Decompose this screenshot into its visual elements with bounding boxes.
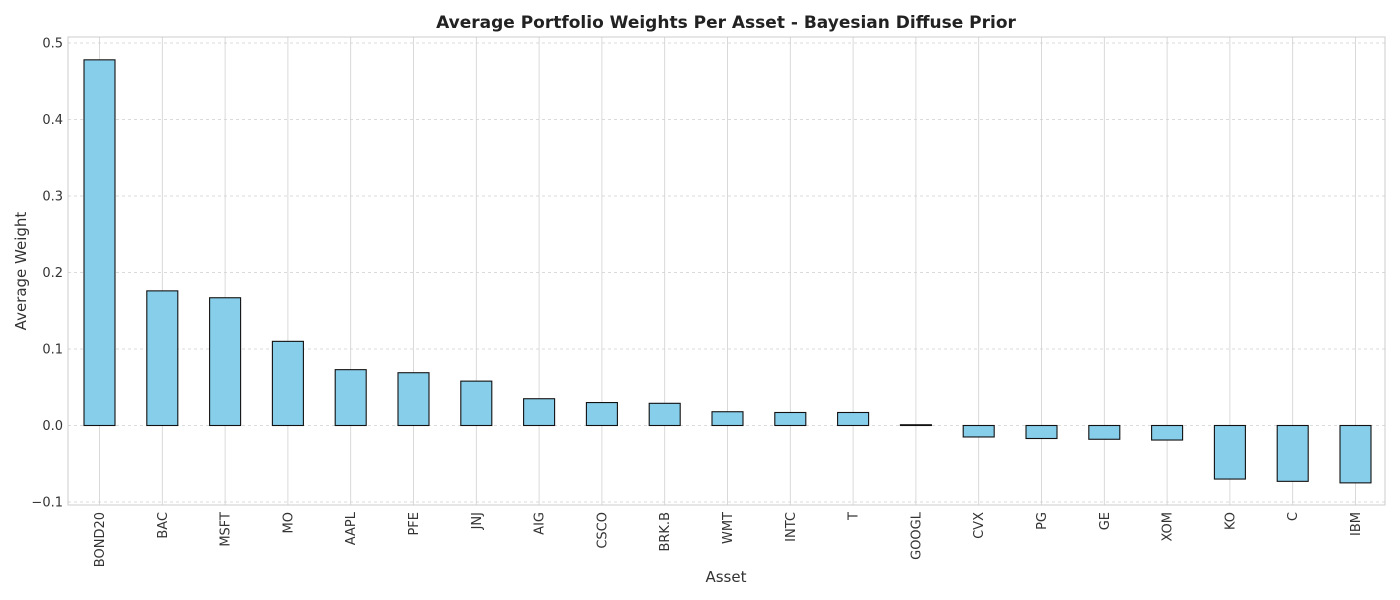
bar-pg — [1025, 424, 1058, 440]
x-tick-label: T — [847, 512, 862, 521]
bar-ibm — [1339, 424, 1372, 484]
bar-intc — [774, 411, 807, 427]
bar-wmt — [711, 411, 744, 427]
y-axis-ticks: −0.1 0.0 0.1 0.2 0.3 0.4 0.5 — [31, 37, 63, 511]
x-tick-label: AIG — [533, 512, 548, 535]
y-tick-label: 0.4 — [42, 113, 63, 128]
bar-t — [837, 411, 870, 427]
x-tick-label: MO — [281, 512, 296, 533]
bar-ko — [1213, 424, 1246, 480]
bar-c — [1276, 424, 1309, 482]
bar-googl — [899, 424, 932, 427]
x-tick-label: IBM — [1349, 512, 1364, 536]
x-tick-label: PFE — [407, 512, 422, 536]
x-tick-label: WMT — [721, 512, 736, 544]
x-tick-label: CSCO — [595, 512, 610, 549]
x-tick-label: XOM — [1161, 512, 1176, 542]
bar-aig — [523, 398, 556, 427]
bar-bond20 — [83, 59, 116, 427]
y-tick-label: 0.0 — [42, 419, 63, 434]
y-tick-label: −0.1 — [31, 496, 63, 511]
bars — [83, 59, 1372, 484]
bar-aapl — [334, 369, 367, 427]
x-axis-ticks: BOND20 BAC MSFT MO AAPL PFE JNJ AIG CSCO BRK.B WMT… — [93, 511, 1364, 567]
x-tick-label: MSFT — [219, 512, 234, 547]
bar-ge — [1088, 424, 1121, 440]
bar-bac — [146, 290, 179, 427]
x-tick-label: BAC — [156, 512, 171, 539]
x-tick-label: AAPL — [344, 511, 359, 545]
bar-xom — [1151, 424, 1184, 441]
x-tick-label: BRK.B — [658, 512, 673, 552]
x-tick-label: GOOGL — [909, 511, 924, 560]
plot-frame — [67, 36, 1386, 506]
bar-cvx — [962, 424, 995, 438]
x-tick-label: C — [1286, 512, 1301, 521]
x-tick-label: PG — [1035, 512, 1050, 530]
bar-csco — [585, 401, 618, 427]
bar-mo — [271, 340, 304, 427]
bar-jnj — [460, 380, 493, 427]
x-tick-label: BOND20 — [93, 512, 108, 567]
chart-title: Average Portfolio Weights Per Asset - Ba… — [436, 13, 1016, 33]
x-tick-label: GE — [1098, 512, 1113, 530]
y-tick-label: 0.2 — [42, 266, 63, 281]
y-tick-label: 0.5 — [42, 37, 63, 52]
x-tick-label: JNJ — [470, 512, 485, 530]
x-tick-label: CVX — [972, 512, 987, 539]
bar-pfe — [397, 372, 430, 427]
y-tick-label: 0.3 — [42, 190, 63, 205]
bar-brk-b — [648, 402, 681, 427]
bar-msft — [209, 297, 242, 427]
y-tick-label: 0.1 — [42, 343, 63, 358]
x-tick-label: KO — [1223, 512, 1238, 530]
x-axis-label: Asset — [705, 568, 746, 586]
x-tick-label: INTC — [784, 512, 799, 542]
y-axis-label: Average Weight — [12, 212, 30, 331]
grid — [68, 37, 1385, 505]
